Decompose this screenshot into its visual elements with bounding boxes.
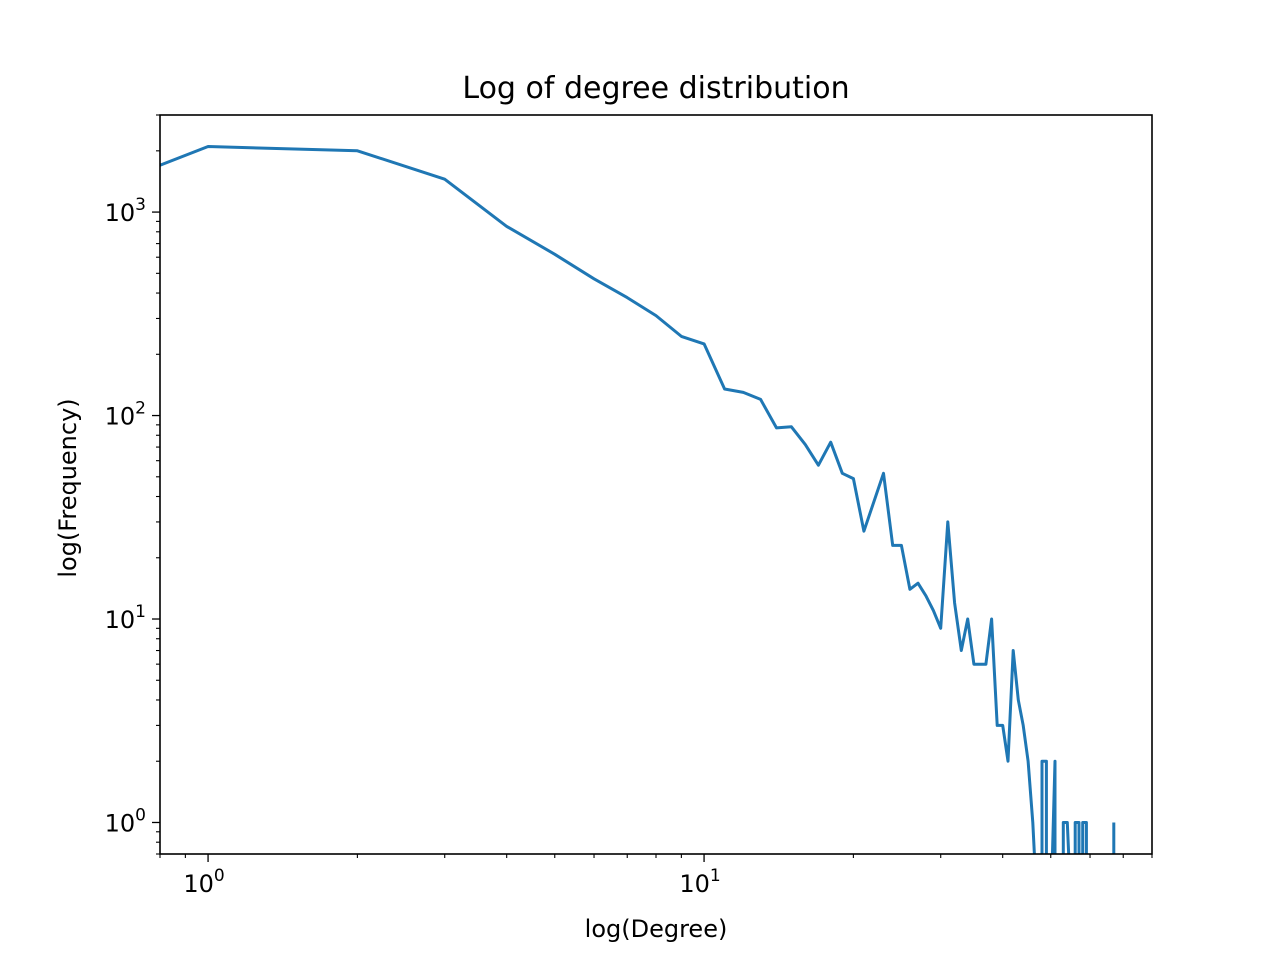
y-tick-exponent: 2 (135, 399, 146, 419)
y-tick-exponent: 1 (135, 602, 146, 622)
x-tick-exponent: 1 (710, 866, 721, 886)
chart-title: Log of degree distribution (462, 71, 849, 106)
y-tick-exponent: 0 (135, 805, 146, 825)
plot-frame (159, 114, 1153, 855)
y-tick-exponent: 3 (135, 195, 146, 215)
series-line (160, 145, 1116, 854)
plot-area (160, 145, 1116, 854)
y-axis-label: log(Frequency) (54, 398, 82, 577)
x-tick-exponent: 0 (214, 866, 225, 886)
x-axis-label: log(Degree) (585, 915, 728, 943)
